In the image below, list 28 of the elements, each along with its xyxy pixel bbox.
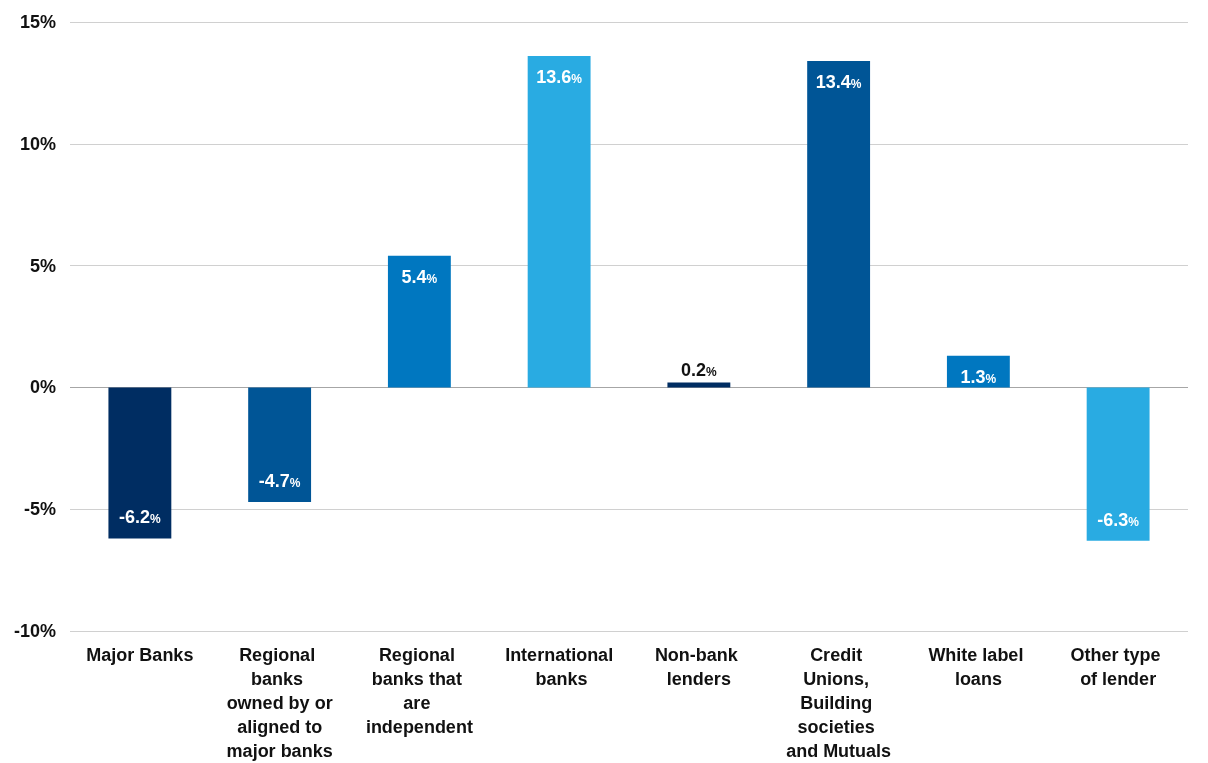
y-tick-label: 0% [29, 377, 56, 398]
data-label: 13.6% [536, 67, 583, 88]
x-tick-label: International banks [505, 645, 614, 689]
bar [108, 387, 172, 539]
x-tick-label: Regional banks owned by or aligned to major banks [226, 645, 333, 761]
data-label: -6.3% [1097, 509, 1140, 530]
bar [527, 56, 591, 388]
bar [807, 60, 871, 388]
data-label: -6.2% [119, 507, 162, 528]
y-tick-label: 15% [19, 12, 56, 32]
y-tick-label: 5% [29, 255, 56, 276]
x-tick-label: Regional banks that are independent [365, 645, 473, 737]
y-tick-label: -10% [13, 621, 56, 641]
bar [248, 387, 312, 502]
x-tick-label: Major Banks [86, 645, 194, 665]
y-tick-label: 10% [19, 133, 56, 154]
bar [387, 255, 451, 388]
data-label: 0.2% [681, 359, 718, 380]
y-tick-label: -5% [23, 499, 56, 520]
bar [1086, 387, 1150, 541]
data-label: 5.4% [401, 266, 438, 287]
x-tick-label: Credit Unions, Building societies and Mutuals [786, 645, 892, 761]
x-tick-label: Other type of lender [1070, 645, 1166, 689]
data-label: 13.4% [815, 71, 862, 92]
x-tick-label: White label loans [928, 645, 1029, 689]
data-label: 1.3% [960, 366, 997, 387]
x-tick-label: Non-bank lenders [654, 645, 743, 689]
data-label: -4.7% [258, 470, 301, 491]
